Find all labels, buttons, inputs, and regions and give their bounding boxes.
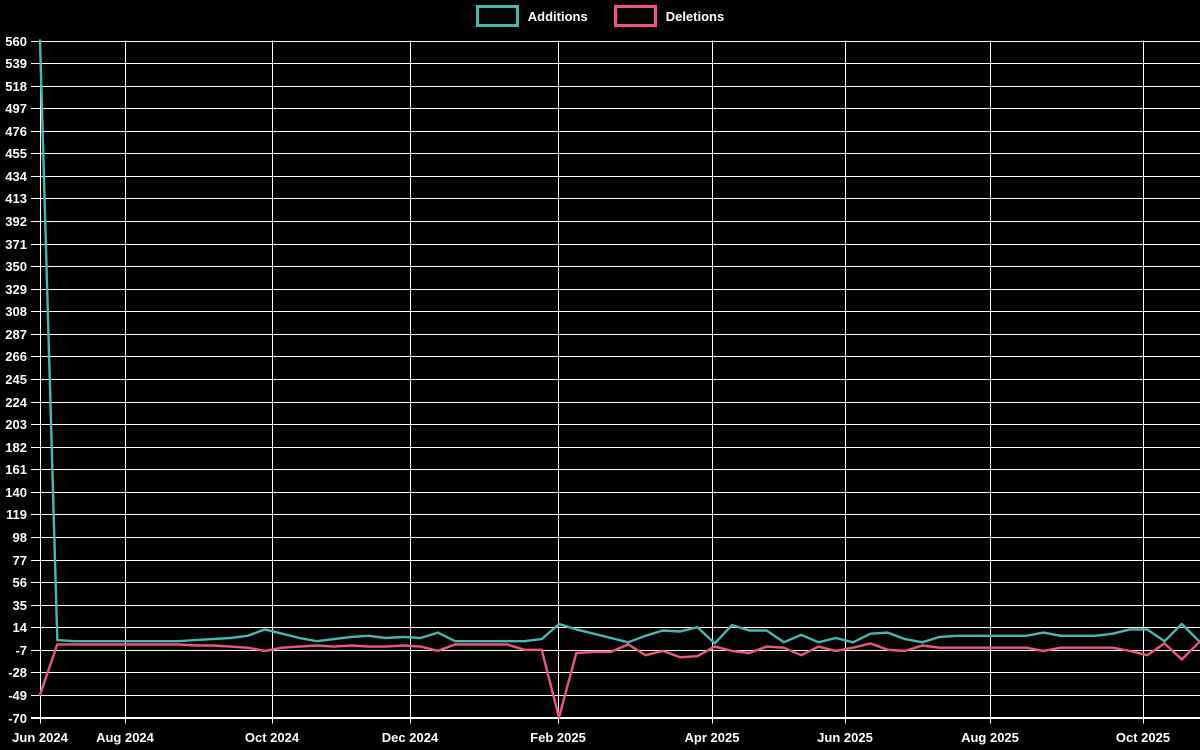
y-tick-label: 98 [13, 530, 27, 545]
y-tick-label: 476 [5, 124, 27, 139]
y-tick-label: 35 [13, 598, 27, 613]
x-tick-label: Feb 2025 [530, 730, 586, 745]
y-tick-label: 413 [5, 191, 27, 206]
y-tick-label: -70 [8, 711, 27, 726]
x-tick-label: Aug 2024 [96, 730, 155, 745]
y-tick-label: 455 [5, 146, 27, 161]
x-tick-label: Dec 2024 [382, 730, 439, 745]
y-tick-label: 56 [13, 575, 27, 590]
y-tick-label: 329 [5, 282, 27, 297]
y-tick-label: 497 [5, 101, 27, 116]
x-tick-label: Oct 2025 [1116, 730, 1170, 745]
y-tick-label: 518 [5, 79, 27, 94]
y-tick-label: 119 [6, 507, 27, 522]
y-tick-label: 308 [5, 304, 27, 319]
deletions-swatch [613, 5, 657, 27]
y-tick-label: -49 [8, 688, 27, 703]
y-tick-label: -7 [15, 643, 27, 658]
y-tick-label: 539 [5, 56, 27, 71]
y-tick-label: 266 [5, 349, 27, 364]
y-tick-label: -28 [8, 665, 27, 680]
y-tick-label: 371 [5, 237, 27, 252]
y-tick-label: 560 [5, 34, 27, 49]
x-tick-label: Apr 2025 [685, 730, 740, 745]
y-tick-label: 287 [5, 327, 27, 342]
additions-legend-label: Additions [527, 8, 588, 24]
y-tick-label: 77 [13, 553, 27, 568]
y-tick-label: 245 [5, 372, 27, 387]
y-tick-label: 140 [5, 485, 27, 500]
y-tick-label: 182 [5, 440, 27, 455]
y-tick-label: 224 [5, 395, 27, 410]
y-tick-label: 203 [5, 417, 27, 432]
x-tick-label: Oct 2024 [245, 730, 300, 745]
x-tick-label: Jun 2024 [12, 730, 68, 745]
deletions-legend-label: Deletions [665, 8, 725, 24]
y-tick-label: 392 [5, 214, 27, 229]
additions-line [38, 39, 1200, 645]
x-tick-label: Jun 2025 [817, 730, 873, 745]
x-tick-label: Aug 2025 [961, 730, 1019, 745]
chart-legend: Additions Deletions [0, 5, 1200, 27]
legend-item-additions[interactable]: Additions [475, 5, 588, 27]
y-tick-label: 161 [5, 462, 27, 477]
legend-item-deletions[interactable]: Deletions [613, 5, 725, 27]
y-tick-label: 434 [5, 169, 27, 184]
additions-swatch [475, 5, 519, 27]
deletions-line [38, 641, 1200, 719]
y-tick-label: 14 [13, 620, 28, 635]
y-tick-label: 350 [5, 259, 27, 274]
